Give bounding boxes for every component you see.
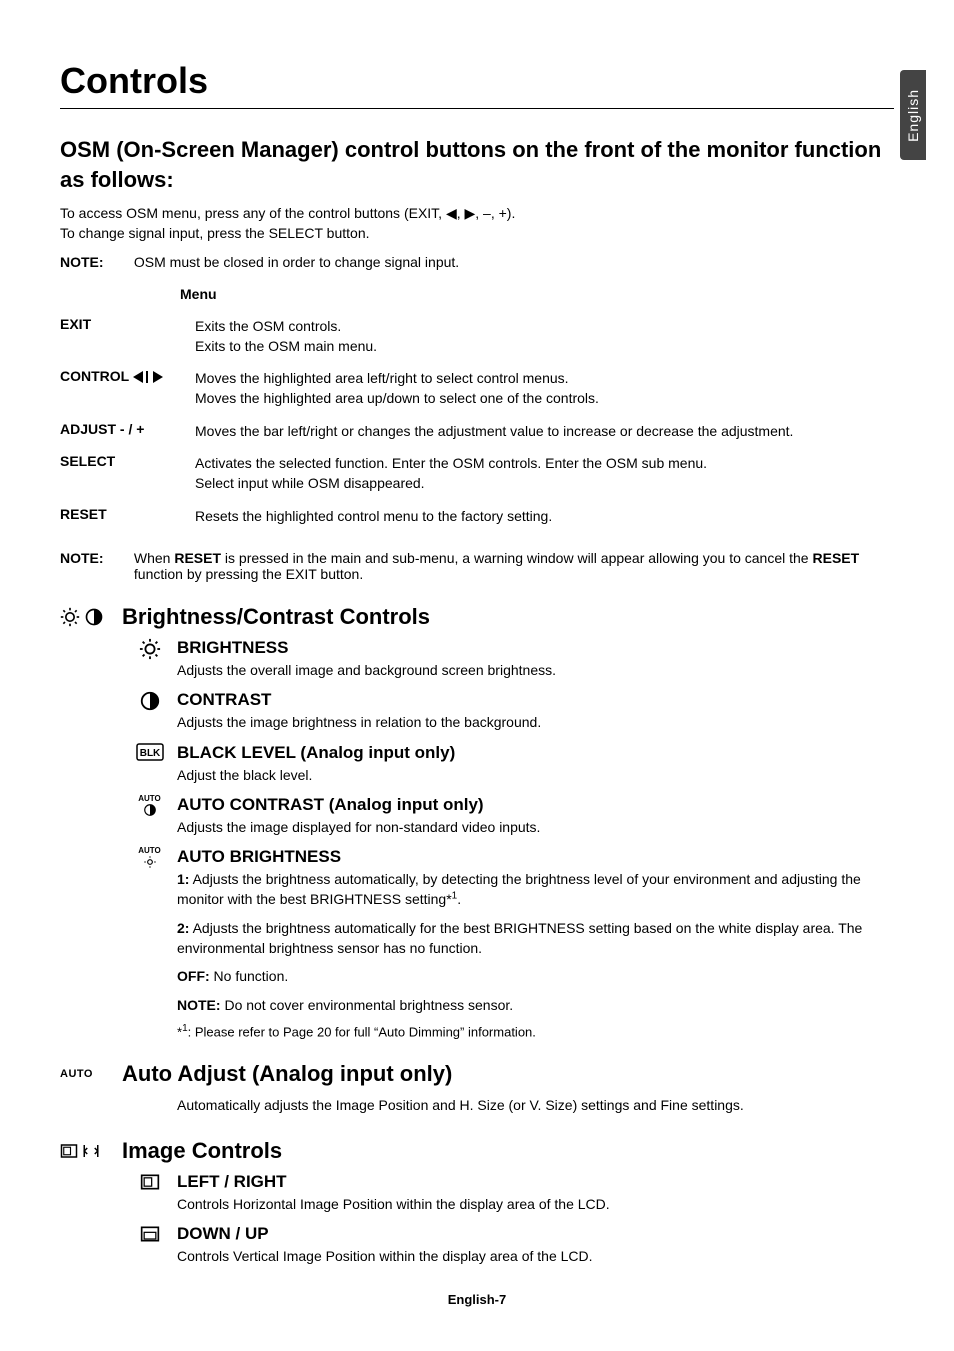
controls-table: EXIT Exits the OSM controls. Exits to th… xyxy=(60,310,894,532)
item-title: DOWN / UP xyxy=(177,1224,894,1244)
item-auto-adjust-desc: Automatically adjusts the Image Position… xyxy=(122,1095,894,1115)
item-brightness: BRIGHTNESS Adjusts the overall image and… xyxy=(122,638,894,680)
control-label: SELECT xyxy=(60,447,195,500)
control-desc: Activates the selected function. Enter t… xyxy=(195,447,894,500)
autob-footnote: *1: Please refer to Page 20 for full “Au… xyxy=(177,1023,894,1039)
item-title: LEFT / RIGHT xyxy=(177,1172,894,1192)
item-auto-contrast: AUTO AUTO CONTRAST (Analog input only) A… xyxy=(122,795,894,837)
control-desc: Resets the highlighted control menu to t… xyxy=(195,500,894,532)
control-row-control: CONTROL Moves the highlighted area left/… xyxy=(60,362,894,415)
section-icons xyxy=(60,1142,110,1160)
section-icons xyxy=(60,607,110,627)
brightness-icon xyxy=(60,607,80,627)
control-row-select: SELECT Activates the selected function. … xyxy=(60,447,894,500)
item-contrast: CONTRAST Adjusts the image brightness in… xyxy=(122,690,894,732)
contrast-icon xyxy=(139,690,161,712)
note2-bold2: RESET xyxy=(813,550,860,566)
brightness-icon xyxy=(139,638,161,660)
auto-brightness-icon: AUTO xyxy=(138,847,161,855)
item-desc: Adjusts the image brightness in relation… xyxy=(177,712,894,732)
item-title: BLACK LEVEL (Analog input only) xyxy=(177,743,894,763)
item-desc: Controls Horizontal Image Position withi… xyxy=(177,1194,894,1214)
control-label: CONTROL xyxy=(60,362,195,415)
section-title: Brightness/Contrast Controls xyxy=(122,604,430,630)
image-position-icon xyxy=(60,1142,78,1160)
p2-text: Adjusts the brightness automatically for… xyxy=(177,920,862,956)
language-tab: English xyxy=(900,70,926,160)
control-label: EXIT xyxy=(60,310,195,363)
black-level-icon: BLK xyxy=(136,743,164,761)
autob-p1: 1: Adjusts the brightness automatically,… xyxy=(177,869,894,910)
item-desc: Adjusts the overall image and background… xyxy=(177,660,894,680)
section-brightness-contrast: Brightness/Contrast Controls BRIGHTNESS … xyxy=(60,604,894,1039)
autob-p4: NOTE: Do not cover environmental brightn… xyxy=(177,995,894,1015)
section-title: Image Controls xyxy=(122,1138,282,1164)
intro-line-1: To access OSM menu, press any of the con… xyxy=(60,204,894,224)
svg-text:BLK: BLK xyxy=(139,748,160,759)
menu-header: Menu xyxy=(180,286,894,302)
subtitle: OSM (On-Screen Manager) control buttons … xyxy=(60,135,894,194)
section-title: Auto Adjust (Analog input only) xyxy=(122,1061,452,1087)
item-desc: Adjust the black level. xyxy=(177,765,894,785)
p3-bold: OFF: xyxy=(177,968,210,984)
intro-line-2: To change signal input, press the SELECT… xyxy=(60,224,894,244)
item-black-level: BLK BLACK LEVEL (Analog input only) Adju… xyxy=(122,743,894,785)
item-title: AUTO CONTRAST (Analog input only) xyxy=(177,795,894,815)
item-title: CONTRAST xyxy=(177,690,894,710)
fn-text: : Please refer to Page 20 for full “Auto… xyxy=(188,1024,536,1039)
section-image-controls: Image Controls LEFT / RIGHT Controls Hor… xyxy=(60,1138,894,1267)
p3-text: No function. xyxy=(210,968,289,984)
auto-icon: AUTO xyxy=(60,1068,93,1080)
note2-bold1: RESET xyxy=(174,550,221,566)
control-row-adjust: ADJUST - / + Moves the bar left/right or… xyxy=(60,415,894,447)
note2-pre: When xyxy=(134,550,174,566)
control-row-reset: RESET Resets the highlighted control men… xyxy=(60,500,894,532)
page-title: Controls xyxy=(60,60,894,109)
note-label: NOTE: xyxy=(60,254,130,270)
contrast-icon xyxy=(84,607,104,627)
autob-p2: 2: Adjusts the brightness automatically … xyxy=(177,918,894,959)
autob-p3: OFF: No function. xyxy=(177,966,894,986)
page-number: English-7 xyxy=(0,1292,954,1307)
section-icons: AUTO xyxy=(60,1068,110,1080)
note-1: NOTE: OSM must be closed in order to cha… xyxy=(60,254,894,270)
language-tab-label: English xyxy=(905,89,921,142)
intro-block: To access OSM menu, press any of the con… xyxy=(60,204,894,243)
control-label: RESET xyxy=(60,500,195,532)
p1-end: . xyxy=(457,891,461,907)
note2-post: function by pressing the EXIT button. xyxy=(134,566,363,582)
p2-bold: 2: xyxy=(177,920,189,936)
control-row-exit: EXIT Exits the OSM controls. Exits to th… xyxy=(60,310,894,363)
item-auto-brightness: AUTO AUTO BRIGHTNESS 1: Adjusts the brig… xyxy=(122,847,894,1039)
p1-text: Adjusts the brightness automatically, by… xyxy=(177,871,861,907)
left-right-icon xyxy=(139,1172,161,1192)
control-desc: Moves the highlighted area left/right to… xyxy=(195,362,894,415)
note-text: When RESET is pressed in the main and su… xyxy=(134,550,888,582)
item-down-up: DOWN / UP Controls Vertical Image Positi… xyxy=(122,1224,894,1266)
p4-text: Do not cover environmental brightness se… xyxy=(221,997,514,1013)
control-desc: Exits the OSM controls. Exits to the OSM… xyxy=(195,310,894,363)
note-2: NOTE: When RESET is pressed in the main … xyxy=(60,550,894,582)
note2-mid: is pressed in the main and sub-menu, a w… xyxy=(221,550,812,566)
section-auto-adjust: AUTO Auto Adjust (Analog input only) Aut… xyxy=(60,1061,894,1115)
p4-bold: NOTE: xyxy=(177,997,221,1013)
p1-bold: 1: xyxy=(177,871,189,887)
left-right-arrows-icon xyxy=(133,371,163,383)
auto-contrast-icon: AUTO xyxy=(138,795,161,803)
control-label: ADJUST - / + xyxy=(60,415,195,447)
item-desc: Controls Vertical Image Position within … xyxy=(177,1246,894,1266)
item-left-right: LEFT / RIGHT Controls Horizontal Image P… xyxy=(122,1172,894,1214)
image-size-icon xyxy=(82,1142,100,1160)
down-up-icon xyxy=(139,1224,161,1244)
item-title: BRIGHTNESS xyxy=(177,638,894,658)
control-label-text: CONTROL xyxy=(60,368,129,384)
item-desc: Adjusts the image displayed for non-stan… xyxy=(177,817,894,837)
note-text: OSM must be closed in order to change si… xyxy=(134,254,888,270)
item-title: AUTO BRIGHTNESS xyxy=(177,847,894,867)
item-desc: Automatically adjusts the Image Position… xyxy=(177,1095,894,1115)
note-label: NOTE: xyxy=(60,550,130,566)
control-desc: Moves the bar left/right or changes the … xyxy=(195,415,894,447)
